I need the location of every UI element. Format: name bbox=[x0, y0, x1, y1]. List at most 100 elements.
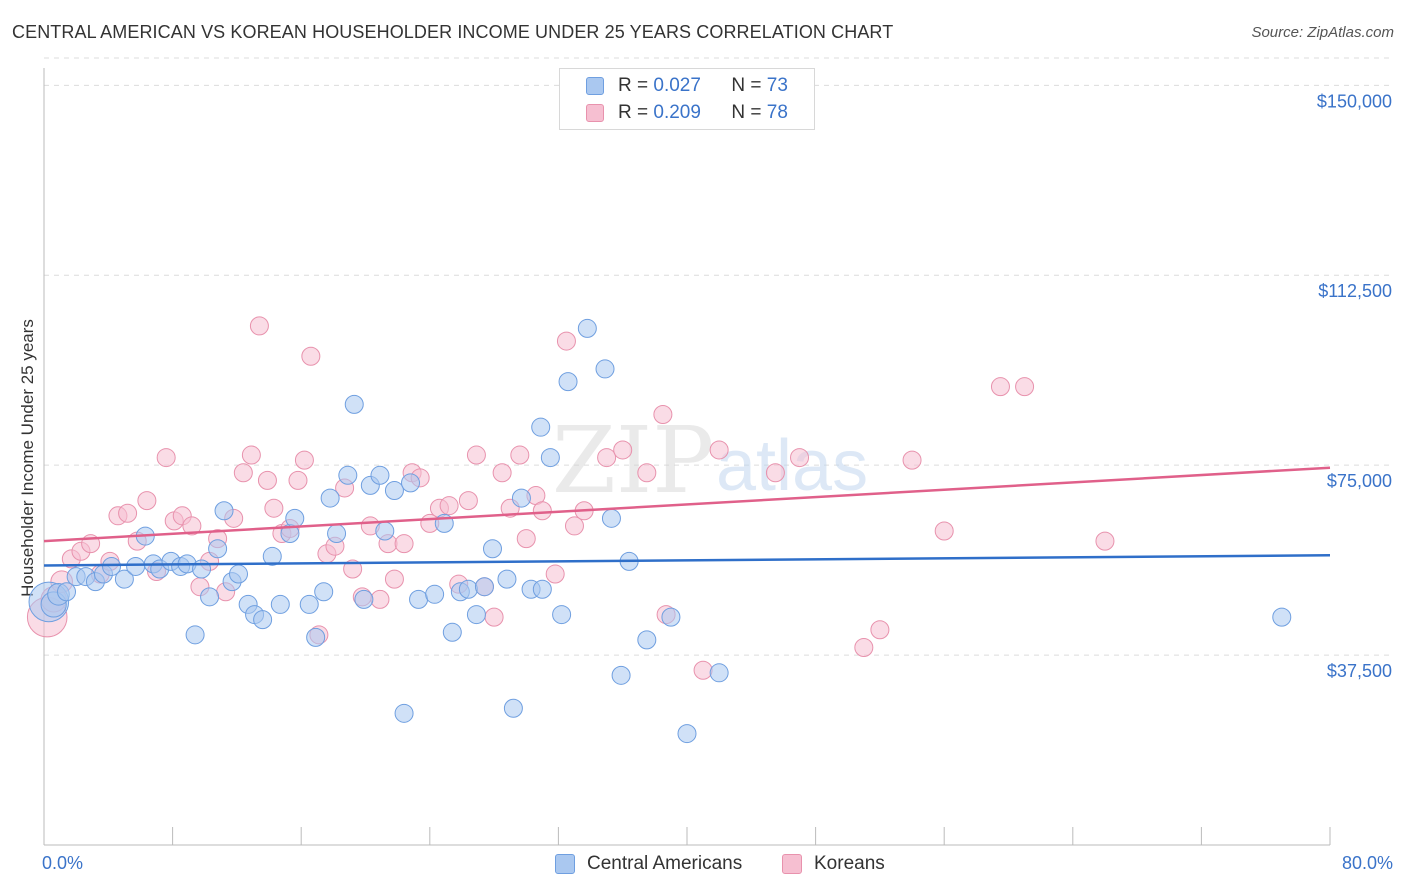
point-korean bbox=[934, 521, 954, 541]
point-korean bbox=[264, 498, 284, 518]
point-korean bbox=[556, 331, 576, 351]
point-korean bbox=[693, 660, 713, 680]
point-central-american bbox=[442, 622, 462, 642]
point-central-american bbox=[637, 630, 657, 650]
point-korean bbox=[790, 448, 810, 468]
legend-swatch-blue bbox=[555, 854, 575, 874]
point-central-american bbox=[192, 559, 212, 579]
point-korean bbox=[564, 516, 584, 536]
legend-label-koreans: Koreans bbox=[814, 853, 885, 874]
legend-label-central-americans: Central Americans bbox=[587, 853, 743, 874]
legend-swatch-pink bbox=[586, 104, 604, 122]
bottom-legend-central-americans[interactable]: Central Americans bbox=[555, 852, 742, 876]
point-korean bbox=[1015, 377, 1035, 397]
point-central-american bbox=[595, 359, 615, 379]
point-central-american bbox=[466, 605, 486, 625]
point-korean bbox=[484, 607, 504, 627]
series-central-americans bbox=[28, 318, 1292, 744]
point-central-american bbox=[384, 480, 404, 500]
y-tick-label: $112,500 bbox=[1318, 281, 1392, 301]
point-central-american bbox=[208, 539, 228, 559]
point-central-american bbox=[601, 508, 621, 528]
point-central-american bbox=[214, 501, 234, 521]
axes bbox=[43, 68, 1331, 846]
series-koreans bbox=[26, 316, 1115, 680]
point-central-american bbox=[503, 698, 523, 718]
point-korean bbox=[466, 445, 486, 465]
point-korean bbox=[370, 589, 390, 609]
point-korean bbox=[902, 450, 922, 470]
point-central-american bbox=[253, 610, 273, 630]
point-korean bbox=[294, 450, 314, 470]
point-korean bbox=[249, 316, 269, 336]
point-central-american bbox=[354, 589, 374, 609]
point-korean bbox=[137, 491, 157, 511]
point-korean bbox=[492, 463, 512, 483]
point-korean bbox=[765, 463, 785, 483]
point-central-american bbox=[511, 488, 531, 508]
tick-labels: $37,500 $75,000 $112,500 $150,000 0.0% 80.0% bbox=[42, 91, 1393, 873]
x-tick-label-max: 80.0% bbox=[1342, 853, 1393, 873]
point-korean bbox=[439, 496, 459, 516]
y-tick-label: $75,000 bbox=[1327, 471, 1392, 491]
point-korean bbox=[458, 491, 478, 511]
point-korean bbox=[257, 470, 277, 490]
point-central-american bbox=[532, 579, 552, 599]
point-central-american bbox=[114, 569, 134, 589]
point-korean bbox=[241, 445, 261, 465]
legend-n-label: N = bbox=[731, 102, 762, 123]
trend-lines bbox=[43, 466, 1331, 567]
point-central-american bbox=[375, 521, 395, 541]
watermark-zip: ZIP bbox=[552, 407, 714, 514]
point-central-american bbox=[558, 372, 578, 392]
legend-r-value: 0.209 bbox=[653, 102, 701, 123]
point-central-american bbox=[577, 318, 597, 338]
legend-swatch-pink bbox=[782, 854, 802, 874]
legend-row-central-americans: R = 0.027 N = 73 bbox=[586, 74, 788, 98]
legend-r-label: R = bbox=[618, 102, 649, 123]
bottom-legend-koreans[interactable]: Koreans bbox=[782, 852, 885, 876]
point-central-american bbox=[425, 584, 445, 604]
point-central-american bbox=[320, 488, 340, 508]
point-central-american bbox=[285, 508, 305, 528]
watermark: ZIP atlas bbox=[552, 407, 868, 514]
watermark-atlas: atlas bbox=[716, 426, 868, 506]
gridlines bbox=[44, 57, 1392, 656]
point-central-american bbox=[306, 627, 326, 647]
point-korean bbox=[288, 470, 308, 490]
point-central-american bbox=[552, 605, 572, 625]
point-korean bbox=[709, 440, 729, 460]
point-korean bbox=[182, 516, 202, 536]
legend-r-label: R = bbox=[618, 75, 649, 96]
correlation-legend: R = 0.027 N = 73 R = 0.209 N = 78 bbox=[559, 68, 815, 130]
point-korean bbox=[1095, 531, 1115, 551]
point-central-american bbox=[709, 663, 729, 683]
legend-row-koreans: R = 0.209 N = 78 bbox=[586, 101, 788, 125]
chart-title: CENTRAL AMERICAN VS KOREAN HOUSEHOLDER I… bbox=[12, 22, 894, 42]
point-central-american bbox=[344, 394, 364, 414]
point-central-american bbox=[531, 417, 551, 437]
legend-n-value: 78 bbox=[766, 102, 788, 123]
point-central-american bbox=[1272, 607, 1292, 627]
y-tick-label: $150,000 bbox=[1317, 91, 1392, 111]
trend-line-koreans bbox=[43, 466, 1331, 543]
point-central-american bbox=[270, 594, 290, 614]
point-central-american bbox=[611, 665, 631, 685]
point-korean bbox=[510, 445, 530, 465]
point-korean bbox=[545, 564, 565, 584]
point-central-american bbox=[661, 607, 681, 627]
point-central-american bbox=[497, 569, 517, 589]
point-central-american bbox=[200, 587, 220, 607]
legend-swatch-blue bbox=[586, 77, 604, 95]
point-central-american bbox=[540, 448, 560, 468]
point-central-american bbox=[102, 556, 122, 576]
point-central-american bbox=[262, 546, 282, 566]
point-central-american bbox=[474, 577, 494, 597]
y-tick-label: $37,500 bbox=[1327, 661, 1392, 681]
point-korean bbox=[870, 620, 890, 640]
point-central-american bbox=[126, 556, 146, 576]
trend-line-central-americans bbox=[43, 554, 1331, 567]
point-korean bbox=[118, 503, 138, 523]
point-central-american bbox=[482, 539, 502, 559]
point-korean bbox=[637, 463, 657, 483]
